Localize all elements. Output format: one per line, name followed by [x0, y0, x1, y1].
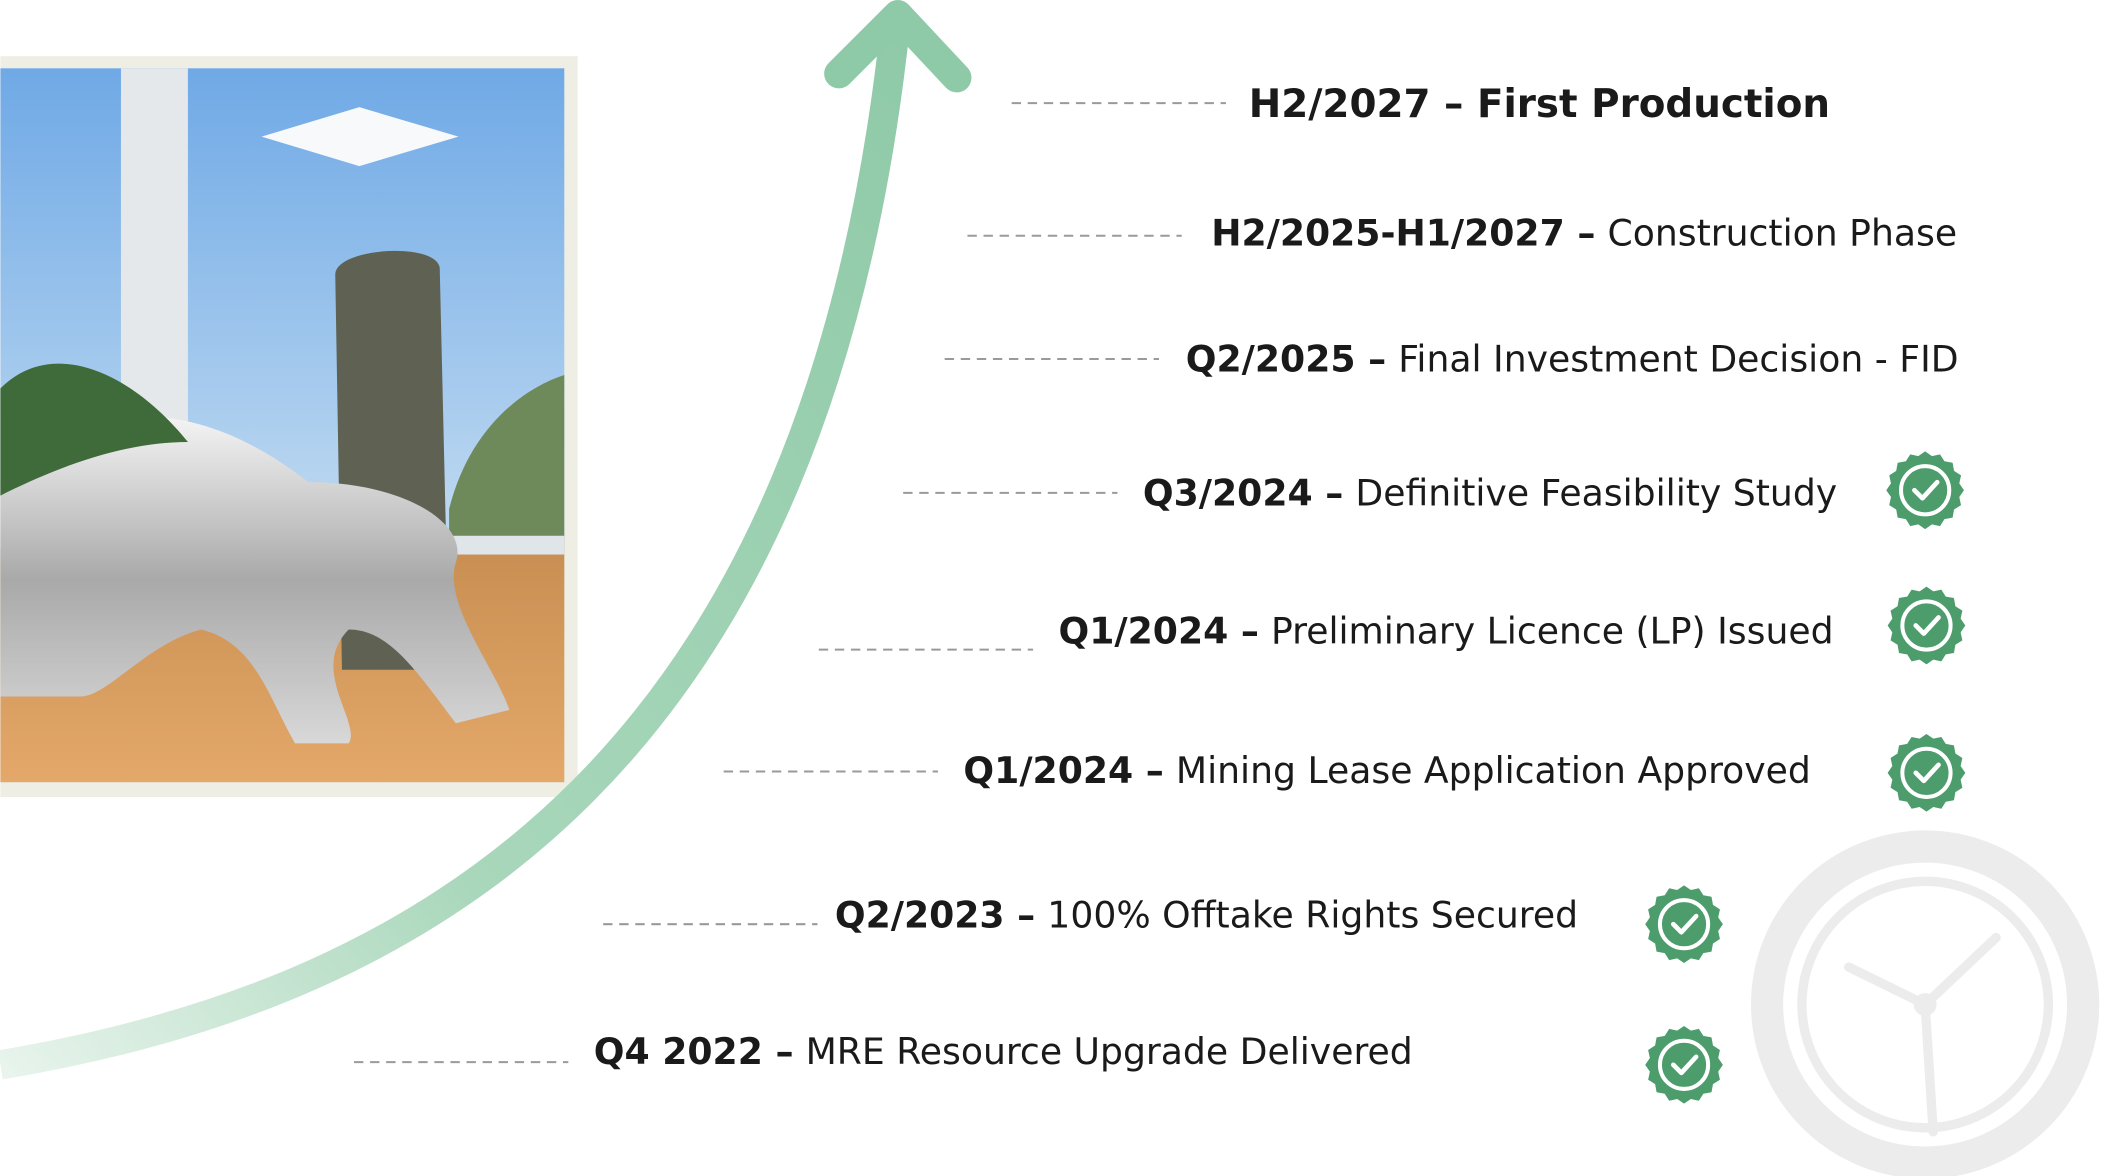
milestone-text: Q4 2022 – MRE Resource Upgrade Delivered: [594, 1030, 1413, 1073]
completed-badge: [1888, 587, 1966, 665]
milestone-description: 100% Offtake Rights Secured: [1047, 893, 1578, 936]
completed-badge: [1645, 1026, 1723, 1104]
milestone-text: Q3/2024 – Definitive Feasibility Study: [1143, 472, 1837, 515]
milestone: Q1/2024 – Preliminary Licence (LP) Issued: [819, 587, 1966, 665]
milestone-date: Q3/2024 –: [1143, 472, 1343, 515]
milestone-headline: H2/2027 – First Production: [1249, 81, 1830, 126]
clock-icon: [1767, 847, 2083, 1163]
milestone: H2/2025-H1/2027 – Construction Phase: [967, 212, 1957, 255]
badge-shape: [1645, 1026, 1723, 1104]
milestone-description: Definitive Feasibility Study: [1355, 472, 1837, 515]
milestone-text: Q2/2023 – 100% Offtake Rights Secured: [835, 893, 1578, 936]
milestone-date: Q2/2025 –: [1186, 338, 1386, 381]
milestone-text: Q1/2024 – Preliminary Licence (LP) Issued: [1059, 610, 1834, 653]
milestone: Q2/2023 – 100% Offtake Rights Secured: [603, 885, 1723, 963]
milestone-date: Q2/2023 –: [835, 893, 1035, 936]
milestone-description: MRE Resource Upgrade Delivered: [806, 1030, 1413, 1073]
milestone: H2/2027 – First Production: [1012, 81, 1830, 126]
milestone-text: H2/2025-H1/2027 – Construction Phase: [1211, 212, 1957, 255]
badge-shape: [1888, 734, 1966, 812]
milestone-date: Q1/2024 –: [963, 749, 1163, 792]
completed-badge: [1886, 451, 1964, 529]
photo: [0, 56, 577, 797]
milestone-description: Construction Phase: [1607, 212, 1957, 255]
milestone-date: Q1/2024 –: [1059, 610, 1259, 653]
milestone-description: Mining Lease Application Approved: [1176, 749, 1811, 792]
badge-shape: [1645, 885, 1723, 963]
slide: H2/2027 – First Production H2/2025-H1/202…: [0, 0, 2101, 1176]
badge-shape: [1888, 587, 1966, 665]
badge-shape: [1886, 451, 1964, 529]
completed-badge: [1888, 734, 1966, 812]
timeline: H2/2027 – First Production H2/2025-H1/202…: [354, 81, 1965, 1103]
milestone-date: H2/2025-H1/2027 –: [1211, 212, 1595, 255]
milestone-date: Q4 2022 –: [594, 1030, 794, 1073]
milestone-text: Q1/2024 – Mining Lease Application Approv…: [963, 749, 1810, 792]
milestone: Q4 2022 – MRE Resource Upgrade Delivered: [354, 1026, 1723, 1104]
completed-badge: [1645, 885, 1723, 963]
milestone: Q3/2024 – Definitive Feasibility Study: [903, 451, 1964, 529]
milestone-text: H2/2027 – First Production: [1249, 81, 1830, 126]
milestone: Q2/2025 – Final Investment Decision - FID: [945, 338, 1959, 381]
milestone-description: Final Investment Decision - FID: [1398, 338, 1958, 381]
page: {"milestones": [ {"headline": "H2/2027 –…: [0, 0, 2101, 1176]
milestone-text: Q2/2025 – Final Investment Decision - FID: [1186, 338, 1959, 381]
milestone: Q1/2024 – Mining Lease Application Approv…: [724, 734, 1966, 812]
milestone-description: Preliminary Licence (LP) Issued: [1271, 610, 1834, 653]
